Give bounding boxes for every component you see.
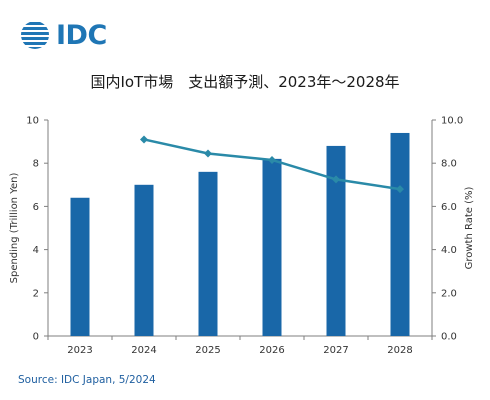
growth-rate-point [204,149,212,158]
source-note: Source: IDC Japan, 5/2024 [18,374,156,386]
y-tick-label-left: 4 [33,245,39,256]
growth-rate-point [268,155,276,164]
y-axis-title-left: Spending (Trillion Yen) [9,173,20,284]
x-tick-label: 2024 [131,345,156,356]
bar [262,158,282,336]
y-tick-label-right: 6.0 [441,202,457,213]
bar [198,171,218,336]
bar [326,145,346,336]
x-tick-label: 2026 [259,345,284,356]
y-tick-label-left: 10 [26,116,39,127]
idc-globe-icon [21,22,49,49]
y-tick-label-right: 4.0 [441,245,457,256]
bar [134,184,154,336]
y-tick-label-left: 6 [33,202,39,213]
x-tick-label: 2025 [195,345,220,356]
x-tick-label: 2027 [323,345,348,356]
idc-logo: IDC [20,18,120,52]
growth-rate-point [140,135,148,144]
growth-rate-point [396,185,404,194]
x-tick-label: 2023 [67,345,92,356]
growth-rate-point [332,175,340,184]
bar [390,132,410,336]
y-tick-label-right: 10.0 [441,116,463,127]
y-tick-label-left: 8 [33,159,39,170]
y-tick-label-left: 0 [33,332,39,343]
y-axis-title-right: Growth Rate (%) [464,187,475,270]
x-tick-label: 2028 [387,345,412,356]
plot-area: 0 2 4 6 8 10 0.0 2.0 4.0 6.0 8.0 10.0 2023 2024 2025 20… [9,116,475,357]
chart-title: 国内IoT市場 支出額予測、2023年～2028年 [90,73,400,91]
bar [70,197,90,336]
y-tick-label-right: 0.0 [441,332,457,343]
y-tick-label-right: 8.0 [441,159,457,170]
y-tick-label-right: 2.0 [441,288,457,299]
logo-text: IDC [56,19,107,51]
y-tick-label-left: 2 [33,288,39,299]
